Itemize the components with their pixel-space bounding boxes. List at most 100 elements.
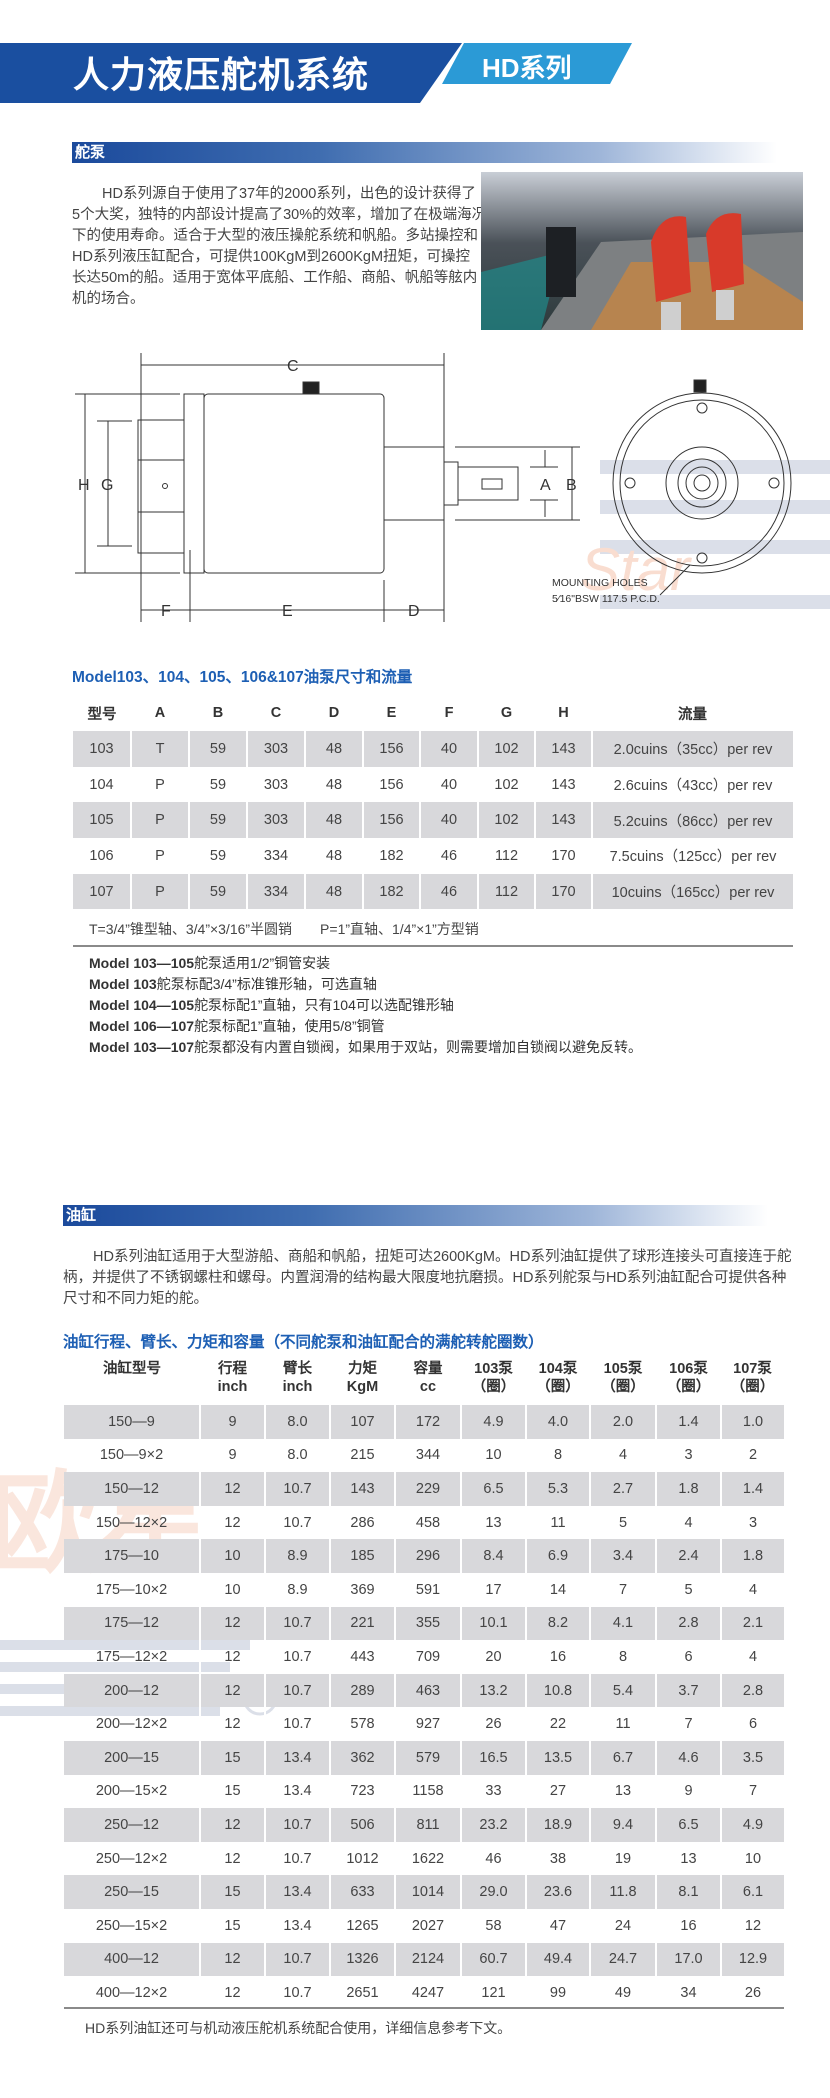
paragraph-line: 下的使用寿命。适合于大型的液压操舵系统和帆船。多站操控和 — [72, 228, 478, 244]
table-cell: 11.8 — [590, 1875, 657, 1909]
note-line: Model 104—105舵泵标配1”直轴，只有104可以选配锥形轴 — [89, 995, 642, 1016]
table-cell: 143 — [535, 766, 593, 803]
table-row: 175—10 10 8.9 185 296 8.4 6.9 3.4 2.4 1.8 — [64, 1539, 784, 1573]
table-cell: 49 — [590, 1976, 657, 2010]
cylinder-footer-note: HD系列油缸还可与机动液压舵机系统配合使用，详细信息参考下文。 — [85, 2020, 512, 2036]
table-cell: 200—15×2 — [64, 1774, 201, 1809]
table-cell: 400—12×2 — [64, 1976, 201, 2010]
divider — [64, 2007, 784, 2009]
mounting-holes-spec: 5⁄16"BSW 117.5 P.C.D. — [552, 593, 660, 605]
table-row: 150—12 12 10.7 143 229 6.5 5.3 2.7 1.8 1.4 — [64, 1472, 784, 1506]
table-cell: 4.6 — [656, 1740, 722, 1775]
table-cell: 2.0cuins（35cc）per rev — [592, 731, 793, 767]
table-row: 150—9 9 8.0 107 172 4.9 4.0 2.0 1.4 1.0 — [64, 1405, 784, 1439]
table-cell: 27 — [526, 1774, 591, 1809]
table-cell: 121 — [461, 1976, 527, 2010]
table-cell: 12.9 — [721, 1942, 784, 1977]
note-line: Model 103—107舵泵都没有内置自锁阀，如果用于双站，则需要增加自锁阀以… — [89, 1037, 642, 1058]
table-row: 150—12×2 12 10.7 286 458 13 11 5 4 3 — [64, 1505, 784, 1540]
table-cell: 104 — [73, 766, 132, 803]
table-cell: 10.7 — [265, 1606, 331, 1641]
col-header: 104泵 （圈） — [526, 1360, 590, 1405]
table-cell: 12 — [200, 1942, 266, 1977]
table-cell: 200—12×2 — [64, 1707, 201, 1741]
filler-cap — [302, 381, 320, 395]
table-row: 200—12 12 10.7 289 463 13.2 10.8 5.4 3.7 2.8 — [64, 1673, 784, 1708]
table-cell: 4 — [748, 1648, 758, 1665]
table-cell: 107 — [73, 873, 132, 910]
table-cell: 175—10×2 — [64, 1572, 201, 1607]
note-line: Model 103舵泵标配3/4”标准锥形轴，可选直轴 — [89, 974, 642, 995]
table-row: 200—15 15 13.4 362 579 16.5 13.5 6.7 4.6 3.5 — [64, 1740, 784, 1775]
table-cell: 48 — [305, 766, 364, 803]
col-header-unit: inch — [282, 1379, 313, 1395]
table-cell: 40 — [420, 766, 479, 803]
table-cell: 10.7 — [265, 1673, 331, 1708]
table-cell: 102 — [478, 802, 536, 839]
dim-label-b: B — [566, 477, 577, 494]
col-header-unit: （圈） — [666, 1379, 711, 1395]
table-cell: 3 — [656, 1438, 722, 1473]
col-header: 103泵 （圈） — [461, 1360, 526, 1405]
table-cell: 3.4 — [590, 1539, 657, 1573]
col-header: 臂长 inch — [265, 1360, 330, 1405]
table-cell: 59 — [189, 731, 248, 767]
table-cell: 1012 — [330, 1841, 396, 1876]
table-cell: 289 — [330, 1673, 396, 1708]
pump-dimension-drawing: Star C H G A B F E D — [75, 353, 830, 622]
col-header: A — [154, 705, 166, 721]
table-cell: 60.7 — [461, 1942, 527, 1977]
section-bar-pump: 舵泵 — [72, 142, 777, 163]
table-cell: 12 — [200, 1606, 266, 1641]
table-cell: 13.4 — [265, 1740, 331, 1775]
table-cell: 185 — [330, 1539, 396, 1573]
table-cell: 13 — [590, 1774, 657, 1809]
end-cap — [137, 419, 185, 554]
table-cell: 40 — [420, 802, 479, 839]
table-cell: 20 — [461, 1640, 527, 1674]
col-header-line: 臂长 — [283, 1361, 312, 1377]
table-cell: 2.8 — [721, 1673, 784, 1708]
table-row: 105 P 59 303 48 156 40 102 143 5.2cuins（86cc）per … — [73, 802, 793, 839]
table-cell: 18.9 — [526, 1808, 591, 1842]
table-row: 175—10×2 10 8.9 369 591 17 14 7 5 4 — [64, 1572, 784, 1607]
col-header: G — [500, 705, 513, 721]
table-cell: 2.4 — [656, 1539, 722, 1573]
table-cell: 143 — [535, 802, 593, 839]
paragraph-line: 机的场合。 — [72, 291, 145, 307]
table-cell: 59 — [189, 873, 248, 910]
table-cell: 5 — [656, 1572, 722, 1607]
table-cell: 13 — [656, 1841, 722, 1876]
table-cell: T — [131, 731, 190, 767]
table-cell: 215 — [330, 1438, 396, 1473]
table-cell: 106 — [73, 838, 132, 874]
table-header-row: 油缸型号 行程 inch 臂长 inch 力矩 KgM 容量 cc 103泵 （圈） 104泵 （圈） 1… — [64, 1360, 784, 1405]
table-cell: 48 — [305, 873, 364, 910]
table-cell: 2.1 — [721, 1606, 784, 1641]
table-row: 104 P 59 303 48 156 40 102 143 2.6cuins（43cc）per … — [73, 766, 793, 803]
table-cell: 12 — [200, 1472, 266, 1506]
paragraph-line: 柄，并提供了不锈钢螺柱和螺母。内置润滑的结构最大限度地抗磨损。HD系列舵泵与HD… — [63, 1270, 787, 1286]
col-header: 油缸型号 — [64, 1360, 200, 1405]
table-row: 400—12×2 12 10.7 2651 4247 121 99 49 34 26 — [64, 1976, 784, 2010]
boat-seats-photo — [481, 172, 803, 330]
table-cell: 9.4 — [590, 1808, 657, 1842]
pump-dimensions-table: 型号 A B C D E F G H 流量 103 T 59 303 48 156 40 10… — [73, 695, 793, 910]
table-cell: 250—12 — [64, 1808, 201, 1842]
table-cell: 400—12 — [64, 1942, 201, 1977]
table-cell: 175—12 — [64, 1606, 201, 1641]
table-cell: 10 — [200, 1539, 266, 1573]
table-cell: 5.2cuins（86cc）per rev — [592, 802, 793, 839]
table-cell: 1.4 — [721, 1472, 784, 1506]
table-row: 200—12×2 12 10.7 578 927 26 22 11 7 6 — [64, 1707, 784, 1741]
paragraph-line: 长达50m的船。适用于宽体平底船、工作船、商船、帆船等舷内 — [72, 270, 478, 286]
table-cell: 250—15×2 — [64, 1908, 201, 1943]
table-cell: 2 — [748, 1447, 758, 1464]
table-cell: 250—12×2 — [64, 1841, 201, 1876]
table-cell: 6.7 — [590, 1740, 657, 1775]
col-header: 容量 cc — [395, 1360, 461, 1405]
table-header-row: 型号 A B C D E F G H 流量 — [73, 695, 793, 731]
pump-table-heading: Model103、104、105、106&107油泵尺寸和流量 — [72, 669, 413, 686]
col-header-line: 103泵 — [474, 1361, 513, 1377]
table-cell: 48 — [305, 731, 364, 767]
